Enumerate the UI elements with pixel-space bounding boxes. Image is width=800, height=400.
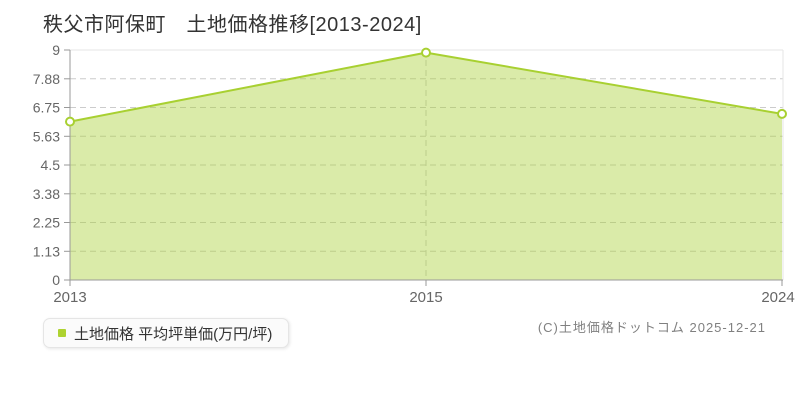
y-axis-label: 7.88	[33, 71, 60, 87]
y-axis-label: 6.75	[33, 100, 60, 116]
price-trend-chart: 2013 2015 2024 0 1.13 2.25 3.38 4.5 5.63 6.75 7.88…	[33, 42, 795, 306]
x-axis-label: 2015	[409, 289, 442, 306]
copyright-text: (C)土地価格ドットコム 2025-12-21	[537, 320, 766, 335]
y-axis-label: 1.13	[33, 243, 60, 259]
legend-label: 土地価格 平均坪単価(万円/坪)	[74, 325, 273, 343]
legend-series-marker-icon	[58, 329, 66, 337]
y-axis-label: 3.38	[33, 186, 60, 202]
y-axis-label: 5.63	[33, 128, 60, 144]
y-axis-label: 4.5	[41, 157, 61, 173]
x-axis-label: 2024	[761, 289, 794, 306]
y-axis-label: 9	[52, 42, 60, 58]
data-point-marker	[777, 108, 787, 119]
series-area	[70, 52, 782, 280]
legend: 土地価格 平均坪単価(万円/坪)	[43, 318, 290, 348]
chart-title: 秩父市阿保町 土地価格推移[2013-2024]	[43, 14, 422, 36]
data-point-marker	[421, 47, 431, 58]
y-axis-label: 2.25	[33, 215, 60, 231]
data-point-marker	[65, 116, 75, 127]
x-axis-label: 2013	[53, 289, 86, 306]
y-axis-label: 0	[52, 272, 60, 288]
